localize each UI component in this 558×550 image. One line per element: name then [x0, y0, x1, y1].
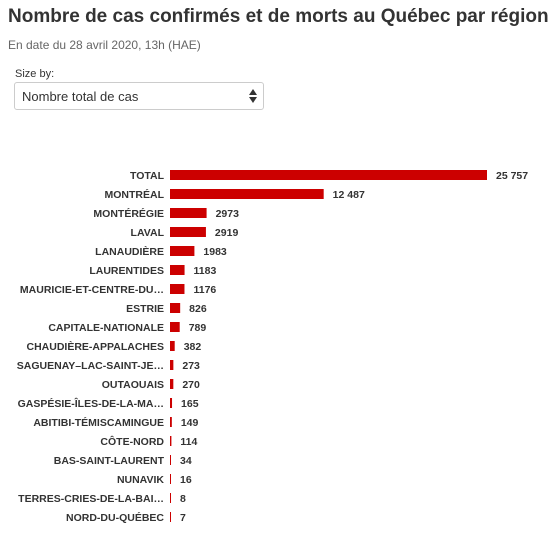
value-label: 12 487: [333, 189, 365, 201]
value-label: 149: [181, 417, 199, 429]
category-label: LAVAL: [131, 227, 165, 239]
category-label: CHAUDIÈRE-APPALACHES: [27, 340, 164, 353]
bar[interactable]: [170, 246, 195, 256]
bar[interactable]: [170, 379, 174, 389]
value-label: 1183: [194, 265, 217, 277]
category-label: LAURENTIDES: [89, 265, 164, 277]
bar[interactable]: [170, 493, 171, 503]
category-label: NORD-DU-QUÉBEC: [66, 511, 164, 524]
category-label: ABITIBI-TÉMISCAMINGUE: [33, 416, 164, 429]
chart-subtitle: En date du 28 avril 2020, 13h (HAE): [8, 38, 201, 52]
bar[interactable]: [170, 284, 185, 294]
bar[interactable]: [170, 189, 324, 199]
bar[interactable]: [170, 227, 206, 237]
size-by-selected-value: Nombre total de cas: [22, 89, 139, 104]
value-label: 25 757: [496, 170, 528, 182]
value-label: 114: [180, 436, 197, 448]
select-arrows-icon: [249, 89, 257, 103]
category-label: GASPÉSIE-ÎLES-DE-LA-MA…: [18, 397, 164, 410]
category-label: TOTAL: [130, 170, 165, 182]
size-by-label: Size by:: [15, 68, 55, 80]
value-label: 382: [184, 341, 202, 353]
bar[interactable]: [170, 341, 175, 351]
value-label: 7: [180, 512, 186, 524]
bar[interactable]: [170, 512, 171, 522]
bar[interactable]: [170, 474, 171, 484]
value-label: 165: [181, 398, 199, 410]
bar[interactable]: [170, 170, 487, 180]
category-label: ESTRIE: [126, 303, 164, 315]
value-label: 1176: [193, 284, 216, 296]
size-by-select[interactable]: Nombre total de cas: [14, 82, 264, 110]
value-label: 270: [182, 379, 200, 391]
value-label: 826: [189, 303, 207, 315]
value-label: 2973: [216, 208, 240, 220]
bar[interactable]: [170, 417, 172, 427]
chart-title: Nombre de cas confirmés et de morts au Q…: [8, 6, 549, 27]
value-label: 16: [180, 474, 192, 486]
bar[interactable]: [170, 398, 173, 408]
category-label: BAS-SAINT-LAURENT: [54, 455, 165, 467]
category-label: OUTAOUAIS: [102, 379, 164, 391]
bar[interactable]: [170, 455, 171, 465]
category-label: MONTRÉAL: [105, 188, 165, 201]
value-label: 34: [180, 455, 192, 467]
value-label: 8: [180, 493, 186, 505]
bar[interactable]: [170, 322, 180, 332]
value-label: 1983: [203, 246, 227, 258]
bar[interactable]: [170, 360, 174, 370]
category-label: SAGUENAY–LAC-SAINT-JE…: [17, 360, 164, 372]
bar[interactable]: [170, 303, 181, 313]
category-label: NUNAVIK: [117, 474, 164, 486]
category-label: MONTÉRÉGIE: [93, 207, 164, 220]
value-label: 2919: [215, 227, 239, 239]
value-label: 273: [182, 360, 200, 372]
bar[interactable]: [170, 436, 172, 446]
category-label: MAURICIE-ET-CENTRE-DU…: [20, 284, 164, 296]
bar[interactable]: [170, 265, 185, 275]
category-label: TERRES-CRIES-DE-LA-BAI…: [18, 493, 164, 505]
category-label: CÔTE-NORD: [100, 435, 164, 448]
value-label: 789: [189, 322, 207, 334]
bar[interactable]: [170, 208, 207, 218]
category-label: CAPITALE-NATIONALE: [48, 322, 164, 334]
category-label: LANAUDIÈRE: [95, 245, 164, 258]
